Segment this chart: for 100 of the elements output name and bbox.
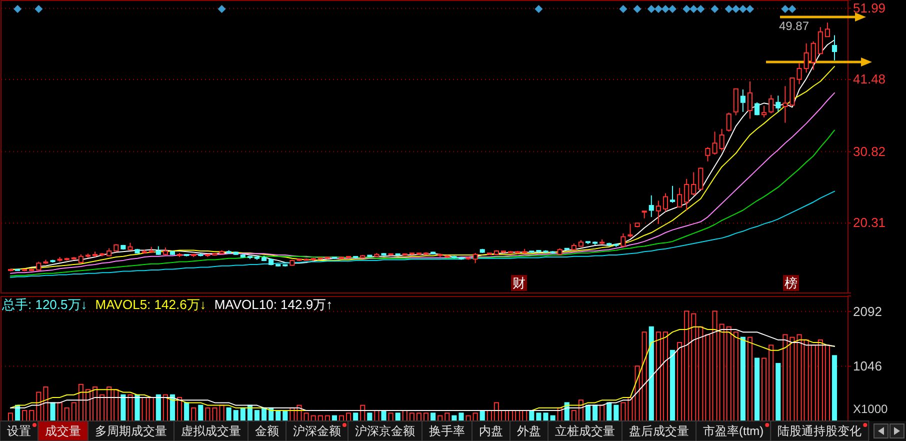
- bar: [648, 326, 654, 422]
- candlestick: [262, 255, 267, 262]
- bar: [832, 355, 838, 422]
- candlestick: [191, 254, 196, 258]
- bar: [134, 394, 140, 422]
- y-tick-label: 30.82: [853, 144, 886, 159]
- candlestick: [677, 187, 682, 208]
- bar: [691, 313, 696, 422]
- candlestick: [444, 254, 450, 258]
- candlestick: [338, 256, 344, 260]
- bar: [381, 410, 386, 422]
- bar: [64, 407, 70, 422]
- candlestick: [120, 244, 126, 250]
- bar: [219, 404, 224, 422]
- candlestick: [176, 252, 182, 258]
- candlestick: [438, 253, 443, 258]
- text: 外盘: [517, 424, 541, 438]
- candlestick: [691, 172, 696, 196]
- line-series: [10, 190, 835, 278]
- annotation: 榜: [784, 276, 798, 290]
- bar: [606, 402, 612, 422]
- candlestick: [205, 254, 210, 258]
- candlestick: [423, 252, 429, 255]
- candlestick: [310, 257, 316, 262]
- bar: [472, 412, 478, 422]
- candlestick: [614, 244, 619, 248]
- bar: [430, 412, 436, 422]
- candlestick: [367, 254, 372, 258]
- bar: [184, 402, 190, 422]
- candlestick: [564, 248, 570, 251]
- bar: [804, 339, 809, 422]
- y-tick-label: 2092: [853, 304, 882, 319]
- candlestick: [480, 248, 485, 254]
- candlestick: [388, 253, 394, 256]
- candlestick: [747, 80, 753, 120]
- candlestick: [85, 253, 91, 258]
- text: 换手率: [429, 424, 465, 438]
- candlestick: [648, 194, 654, 218]
- candlestick: [824, 22, 830, 38]
- bar: [233, 410, 238, 422]
- bar: [120, 394, 126, 422]
- bar: [205, 407, 210, 422]
- candlestick: [36, 261, 42, 272]
- candlestick: [600, 238, 605, 245]
- candlestick: [768, 94, 774, 114]
- candlestick: [114, 244, 119, 252]
- candlestick: [543, 250, 548, 254]
- bar: [162, 394, 168, 422]
- bar: [733, 332, 738, 422]
- candlestick: [726, 112, 732, 132]
- text: 盘后成交量: [629, 424, 689, 438]
- bar: [43, 386, 48, 422]
- bar: [106, 386, 112, 422]
- candlestick: [198, 253, 204, 257]
- candlestick: [500, 250, 506, 254]
- bar: [8, 412, 14, 422]
- candlestick: [29, 268, 34, 272]
- bar: [656, 332, 661, 422]
- bar: [620, 402, 626, 422]
- text: 立桩成交量: [555, 424, 615, 438]
- candlestick: [529, 250, 534, 254]
- candlestick: [148, 246, 154, 253]
- candlestick: [318, 257, 323, 260]
- bar: [85, 389, 91, 422]
- text: MAVOL5: 142.6万↓: [95, 297, 206, 312]
- candlestick: [290, 259, 295, 266]
- candlestick: [360, 254, 366, 259]
- candlestick: [346, 256, 352, 259]
- candlestick: [634, 222, 640, 228]
- candlestick: [698, 167, 704, 190]
- bar: [416, 412, 422, 422]
- bar: [50, 402, 56, 422]
- candlestick: [810, 40, 816, 70]
- candlestick: [684, 178, 690, 211]
- text: 设置: [7, 424, 31, 438]
- candlestick: [642, 210, 647, 219]
- candlestick: [92, 251, 98, 258]
- candlestick: [620, 232, 626, 248]
- bar: [304, 412, 309, 422]
- bar: [466, 415, 471, 422]
- bar: [719, 324, 724, 422]
- candlestick: [353, 256, 358, 259]
- bar: [78, 384, 84, 422]
- candlestick: [134, 248, 140, 254]
- bar: [226, 407, 232, 422]
- text: 沪深京金额: [355, 424, 415, 438]
- bar: [634, 366, 640, 422]
- bar: [762, 358, 767, 422]
- candlestick: [452, 255, 457, 259]
- candlestick: [8, 268, 14, 272]
- bar: [824, 344, 830, 422]
- candlestick: [466, 256, 471, 260]
- candlestick: [670, 185, 676, 204]
- text: 成交量: [45, 424, 81, 438]
- annotation: 49.87: [778, 19, 810, 33]
- candlestick: [142, 249, 147, 254]
- bar: [494, 402, 499, 422]
- bar: [360, 404, 366, 422]
- bar: [600, 404, 605, 422]
- candlestick: [494, 250, 499, 256]
